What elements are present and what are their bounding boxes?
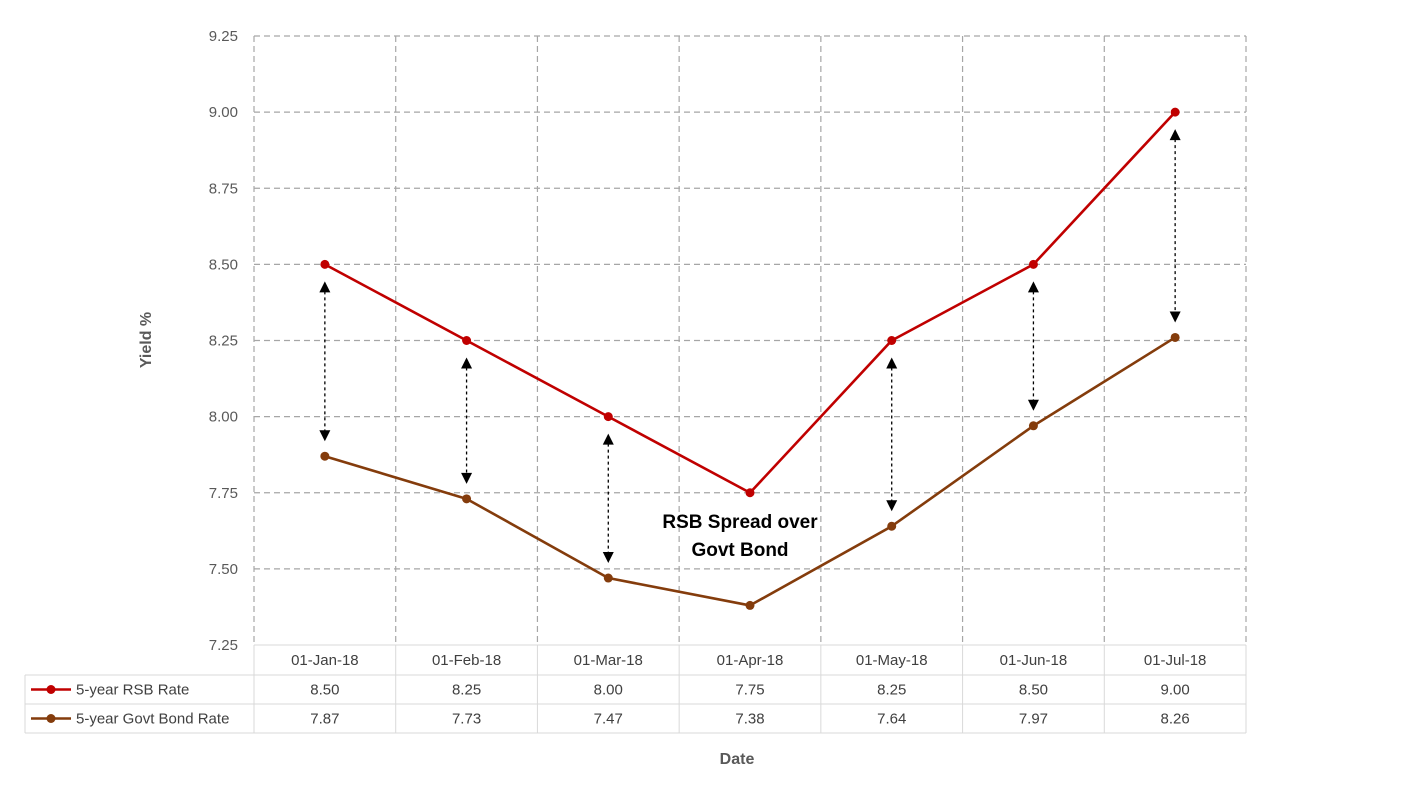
data-point bbox=[462, 336, 472, 345]
x-category-label: 01-Jun-18 bbox=[1000, 652, 1068, 669]
spread-arrow bbox=[1027, 281, 1039, 411]
spread-annotation-line-2: Govt Bond bbox=[691, 540, 788, 561]
legend-marker bbox=[46, 685, 56, 694]
data-point bbox=[1028, 421, 1038, 431]
data-point bbox=[745, 600, 755, 610]
arrowhead-up bbox=[886, 357, 898, 369]
table-value: 7.75 bbox=[735, 682, 764, 699]
x-category-label: 01-Apr-18 bbox=[717, 652, 784, 669]
table-value: 7.73 bbox=[452, 711, 481, 728]
table-value: 8.25 bbox=[877, 682, 906, 699]
table-value: 7.47 bbox=[594, 711, 623, 728]
data-point bbox=[320, 451, 330, 461]
data-point bbox=[745, 488, 755, 498]
y-axis-ticks: 7.25 7.50 7.75 8.00 8.25 8.50 8.75 9.00 9.25 bbox=[209, 28, 238, 654]
data-table: 01-Jan-18 01-Feb-18 01-Mar-18 01-Apr-18 01-M… bbox=[24, 644, 1247, 734]
spread-arrow bbox=[602, 433, 614, 564]
arrowhead-down bbox=[461, 472, 473, 484]
spread-annotation-line-1: RSB Spread over bbox=[662, 512, 818, 533]
table-value: 8.26 bbox=[1161, 711, 1190, 728]
arrowhead-down bbox=[319, 430, 331, 442]
arrowhead-up bbox=[1169, 129, 1181, 141]
spread-arrow bbox=[319, 281, 331, 442]
y-tick-label: 7.75 bbox=[209, 485, 238, 502]
legend-label: 5-year RSB Rate bbox=[76, 682, 189, 699]
series-line-govt bbox=[324, 336, 1176, 607]
data-point bbox=[1170, 332, 1180, 342]
arrowhead-down bbox=[1169, 311, 1181, 323]
data-point bbox=[320, 259, 330, 269]
spread-arrow bbox=[886, 357, 898, 512]
arrowhead-down bbox=[886, 500, 898, 512]
y-tick-label: 8.00 bbox=[209, 409, 238, 426]
y-tick-label: 7.25 bbox=[209, 637, 238, 654]
table-value: 8.50 bbox=[1019, 682, 1048, 699]
table-value: 7.97 bbox=[1019, 711, 1048, 728]
data-point bbox=[887, 336, 897, 345]
arrowhead-up bbox=[319, 281, 331, 293]
data-point bbox=[603, 412, 613, 422]
table-value: 7.38 bbox=[735, 711, 764, 728]
arrowhead-down bbox=[602, 552, 614, 564]
y-tick-label: 8.75 bbox=[209, 180, 238, 197]
y-tick-label: 9.25 bbox=[209, 28, 238, 45]
table-value: 7.64 bbox=[877, 711, 906, 728]
y-tick-label: 9.00 bbox=[209, 104, 238, 121]
y-tick-label: 7.50 bbox=[209, 561, 238, 578]
y-tick-label: 8.50 bbox=[209, 256, 238, 273]
legend-label: 5-year Govt Bond Rate bbox=[76, 711, 229, 728]
series-line-rsb bbox=[324, 111, 1177, 495]
arrowhead-up bbox=[1027, 281, 1039, 293]
x-category-label: 01-Mar-18 bbox=[574, 652, 643, 669]
spread-arrows bbox=[319, 129, 1181, 564]
legend-marker bbox=[46, 714, 56, 723]
table-value: 8.00 bbox=[594, 682, 623, 699]
arrowhead-up bbox=[461, 357, 473, 369]
series-lines bbox=[320, 107, 1180, 610]
data-point bbox=[887, 521, 897, 531]
table-value: 7.87 bbox=[310, 711, 339, 728]
y-tick-label: 8.25 bbox=[209, 333, 238, 350]
x-category-label: 01-May-18 bbox=[856, 652, 928, 669]
data-point bbox=[603, 573, 613, 583]
table-value: 8.25 bbox=[452, 682, 481, 699]
arrowhead-down bbox=[1027, 399, 1039, 411]
table-value: 8.50 bbox=[310, 682, 339, 699]
x-category-label: 01-Jan-18 bbox=[291, 652, 359, 669]
y-axis-title: Yield % bbox=[138, 312, 155, 368]
data-point bbox=[1170, 107, 1180, 117]
table-value: 9.00 bbox=[1161, 682, 1190, 699]
spread-arrow bbox=[1169, 129, 1181, 323]
data-point bbox=[462, 494, 472, 504]
data-point bbox=[1028, 259, 1038, 269]
x-category-label: 01-Jul-18 bbox=[1144, 652, 1207, 669]
x-axis-title: Date bbox=[720, 751, 755, 768]
x-category-label: 01-Feb-18 bbox=[432, 652, 501, 669]
arrowhead-up bbox=[602, 433, 614, 445]
spread-arrow bbox=[461, 357, 473, 484]
